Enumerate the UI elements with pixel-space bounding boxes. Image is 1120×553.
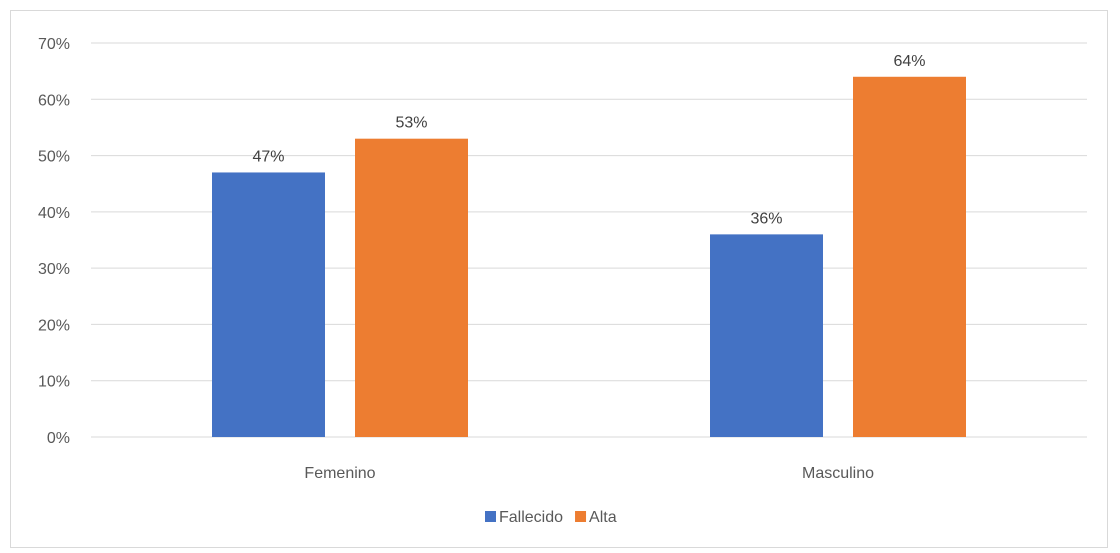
y-tick-label: 30% (38, 261, 70, 278)
y-tick-label: 20% (38, 317, 70, 334)
category-label: Masculino (802, 465, 874, 482)
legend: Fallecido Alta (485, 509, 617, 526)
y-axis-ticks: 0% 10% 20% 30% 40% 50% 60% 70% (38, 36, 70, 447)
bar-alta-femenino (355, 138, 468, 437)
legend-label-fallecido: Fallecido (499, 509, 563, 526)
legend-label-alta: Alta (589, 509, 617, 526)
bar-alta-masculino (853, 76, 966, 438)
y-tick-label: 60% (38, 92, 70, 109)
x-axis-categories: Femenino Masculino (304, 465, 874, 482)
data-label: 36% (750, 210, 782, 227)
data-label: 53% (395, 115, 427, 132)
y-tick-label: 10% (38, 374, 70, 391)
y-tick-label: 70% (38, 36, 70, 53)
data-label: 47% (252, 148, 284, 165)
data-labels: 47% 53% 36% 64% (252, 53, 925, 228)
category-label: Femenino (304, 465, 375, 482)
bars (212, 76, 966, 438)
legend-swatch-fallecido (485, 511, 496, 522)
y-tick-label: 50% (38, 149, 70, 166)
y-tick-label: 40% (38, 205, 70, 222)
data-label: 64% (893, 53, 925, 70)
legend-swatch-alta (575, 511, 587, 522)
bar-fallecido-femenino (212, 172, 325, 437)
bar-fallecido-masculino (710, 234, 823, 437)
y-tick-label: 0% (47, 430, 70, 447)
